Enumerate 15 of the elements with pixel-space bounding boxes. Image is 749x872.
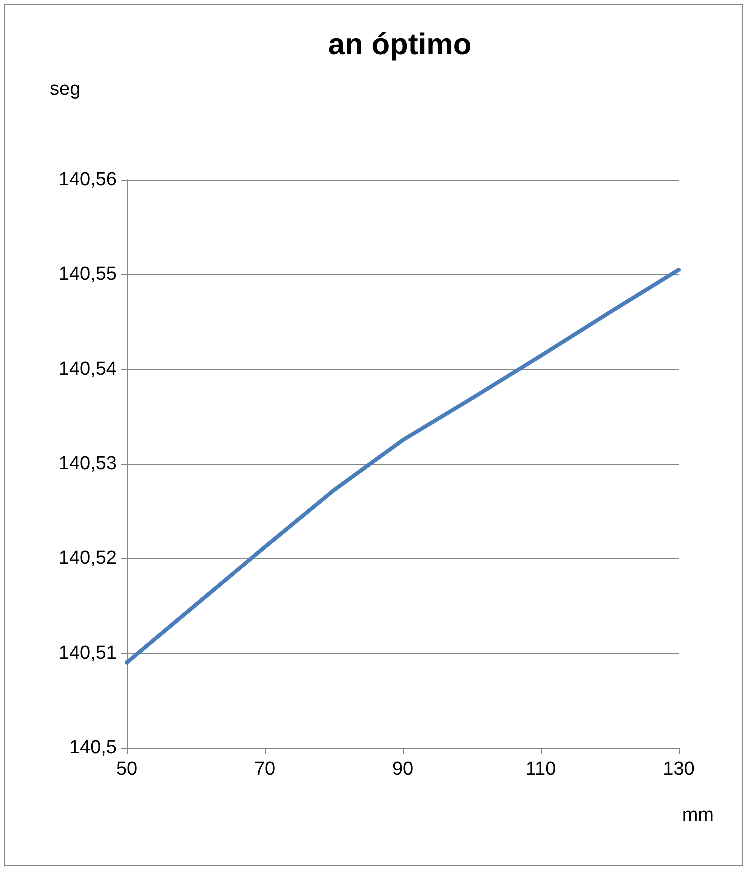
x-tick-label: 50 (116, 759, 138, 780)
y-tick-label: 140,54 (58, 358, 118, 380)
chart-title: an óptimo (328, 28, 472, 62)
y-axis-title: seg (50, 79, 81, 100)
y-tick-label: 140,53 (58, 454, 117, 474)
x-tick-label: 70 (254, 759, 276, 780)
y-tick-label: 140,56 (58, 170, 117, 190)
x-tick-label: 90 (392, 759, 414, 780)
y-tick-label: 140,52 (58, 548, 117, 570)
x-axis-title: mm (682, 805, 714, 826)
x-tick-label: 130 (663, 759, 695, 780)
y-tick-label: 140,55 (58, 264, 117, 286)
x-tick-label: 110 (526, 759, 556, 780)
y-tick-label: 140,5 (69, 738, 117, 758)
y-tick-label: 140,51 (58, 642, 117, 664)
